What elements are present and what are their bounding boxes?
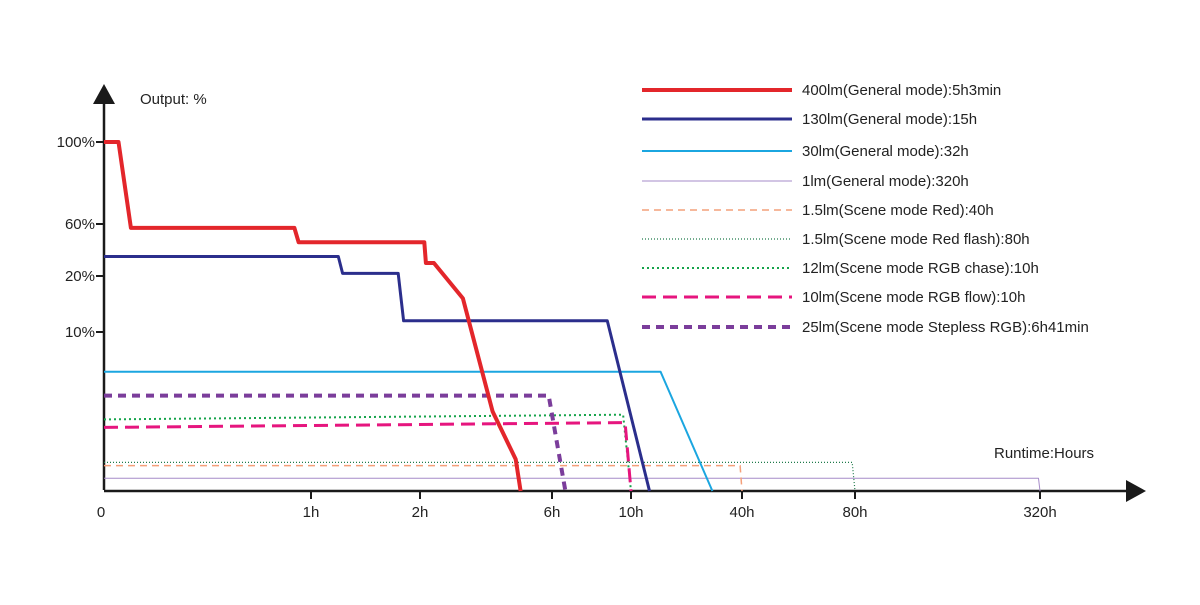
series-line-30lm-general-mode-32h: [104, 370, 714, 492]
x-axis-title: Runtime:Hours: [994, 445, 1094, 462]
legend-label-12lm-scene-mode-rgb-chase-10h: 12lm(Scene mode RGB chase):10h: [802, 260, 1039, 277]
x-axis-arrow: [1126, 480, 1146, 502]
legend: 400lm(General mode):5h3min 130lm(General …: [642, 82, 1089, 336]
series-line-130lm-general-mode-15h: [104, 255, 651, 492]
legend-label-400lm-general-mode-5h3min: 400lm(General mode):5h3min: [802, 82, 1001, 99]
y-tick-label-60: 60%: [65, 216, 95, 233]
legend-label-1lm-general-mode-320h: 1lm(General mode):320h: [802, 173, 969, 190]
axes: Output: % Runtime:Hours: [93, 84, 1146, 502]
series-line-25lm-scene-mode-stepless-rgb-6h41min: [104, 393, 568, 492]
legend-label-130lm-general-mode-15h: 130lm(General mode):15h: [802, 111, 977, 128]
x-tick-label-10h: 10h: [618, 504, 643, 521]
x-tick-label-320h: 320h: [1023, 504, 1056, 521]
ticks: 0 1h 2h 6h 10h 40h 80h 320h 10% 20% 60% 100%: [57, 134, 1057, 521]
x-tick-label-40h: 40h: [729, 504, 754, 521]
series-lines: [103, 140, 1041, 492]
x-tick-label-6h: 6h: [544, 504, 561, 521]
x-tick-label-2h: 2h: [412, 504, 429, 521]
x-tick-label-1h: 1h: [303, 504, 320, 521]
series-line-12lm-scene-mode-rgb-chase-10h: [103, 413, 632, 492]
legend-label-1-5lm-scene-mode-red-40h: 1.5lm(Scene mode Red):40h: [802, 202, 994, 219]
series-line-400lm-general-mode-5h3min: [104, 140, 523, 492]
legend-label-10lm-scene-mode-rgb-flow-10h: 10lm(Scene mode RGB flow):10h: [802, 289, 1025, 306]
y-tick-label-20: 20%: [65, 268, 95, 285]
y-tick-label-10: 10%: [65, 324, 95, 341]
legend-label-1-5lm-scene-mode-red-flash-80h: 1.5lm(Scene mode Red flash):80h: [802, 231, 1030, 248]
legend-label-25lm-scene-mode-stepless-rgb-6h41min: 25lm(Scene mode Stepless RGB):6h41min: [802, 319, 1089, 336]
series-line-1-5lm-scene-mode-red-flash-80h: [104, 461, 856, 492]
x-tick-label-0: 0: [97, 504, 105, 521]
y-axis-arrow: [93, 84, 115, 104]
y-tick-label-100: 100%: [57, 134, 95, 151]
y-axis-title: Output: %: [140, 91, 207, 108]
legend-label-30lm-general-mode-32h: 30lm(General mode):32h: [802, 143, 969, 160]
series-line-1-5lm-scene-mode-red-40h: [104, 464, 743, 492]
x-tick-label-80h: 80h: [842, 504, 867, 521]
series-line-10lm-scene-mode-rgb-flow-10h: [103, 421, 633, 492]
series-line-1lm-general-mode-320h: [104, 477, 1041, 492]
